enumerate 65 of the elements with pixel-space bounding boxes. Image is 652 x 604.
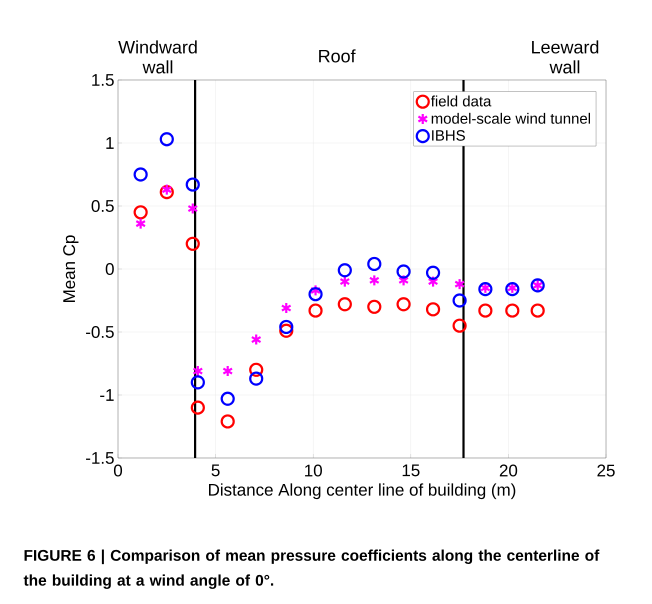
point: [308, 303, 323, 318]
point: [505, 282, 520, 296]
caption: FIGURE 6 | Comparison of mean pressure coefficients along the centerline of the building at a wind angle of 0°.: [24, 550, 600, 589]
y-tick-label: -1.5: [86, 452, 114, 464]
point: [222, 364, 234, 378]
point: [161, 184, 172, 196]
point: [220, 392, 235, 406]
point: [396, 264, 411, 279]
point: [530, 303, 545, 318]
x-tick-label: 10: [305, 464, 322, 477]
point: [160, 132, 174, 146]
y-tick-label: 1.5: [92, 74, 114, 86]
point: [454, 278, 466, 290]
point: [478, 303, 492, 318]
point: [220, 414, 235, 429]
y-tick-label: 1: [106, 137, 114, 149]
point: [505, 303, 520, 318]
point: [160, 185, 174, 200]
point: [249, 362, 264, 377]
point: [279, 324, 294, 338]
point: [428, 276, 438, 288]
point: [187, 202, 198, 215]
point: [250, 333, 262, 346]
point: [135, 218, 146, 230]
text: Leeward wall: [532, 40, 598, 74]
point: [310, 284, 321, 297]
x-tick-label: 20: [500, 464, 518, 477]
point: [280, 302, 292, 314]
point: [279, 320, 294, 334]
y-tick-label: 0: [106, 263, 114, 275]
point: [249, 372, 264, 386]
point: [367, 300, 382, 314]
point: [308, 287, 323, 302]
point: [134, 167, 148, 182]
point: [134, 205, 148, 220]
point: [452, 318, 467, 333]
legend-label: IBHS: [432, 130, 465, 141]
x-tick-label: 15: [402, 464, 420, 476]
text: Roof: [319, 49, 356, 62]
point: [186, 236, 200, 251]
x-tick-label: 5: [212, 464, 220, 476]
legend-label: model-scale wind tunnel: [432, 112, 590, 124]
x-tick-label: 0: [114, 464, 122, 477]
point: [190, 400, 205, 415]
point: [452, 293, 467, 308]
point: [368, 274, 380, 286]
legend-label: field data: [430, 96, 492, 106]
y-tick-label: -0.5: [86, 326, 114, 338]
point: [396, 297, 411, 312]
point: [338, 263, 352, 278]
point: [426, 266, 440, 280]
point: [398, 274, 410, 286]
text: Windward wall: [118, 40, 197, 74]
y-tick-label: -1: [100, 389, 114, 401]
y-tick-label: 0.5: [92, 200, 114, 212]
point: [339, 276, 350, 288]
point: [190, 375, 205, 390]
point: [426, 302, 440, 316]
point: [186, 177, 200, 192]
point: [367, 256, 382, 272]
y-axis-title: Mean Cp: [63, 235, 78, 302]
x-tick-label: 25: [597, 464, 615, 477]
point: [478, 282, 492, 296]
point: [338, 297, 352, 312]
x-axis-title: Distance Along center line of building (m): [209, 483, 516, 500]
